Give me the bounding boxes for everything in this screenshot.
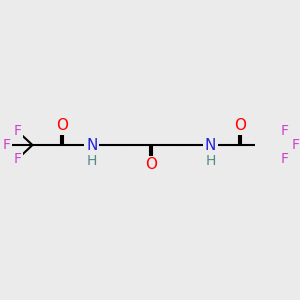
Text: N: N xyxy=(86,138,98,153)
Text: O: O xyxy=(234,118,246,133)
Text: F: F xyxy=(14,124,22,138)
Text: F: F xyxy=(3,138,11,152)
Text: H: H xyxy=(206,154,216,168)
Text: O: O xyxy=(56,118,68,133)
Text: F: F xyxy=(281,124,289,138)
Text: N: N xyxy=(205,138,216,153)
Text: F: F xyxy=(292,138,300,152)
Text: H: H xyxy=(87,154,97,168)
Text: F: F xyxy=(14,152,22,166)
Text: F: F xyxy=(281,152,289,166)
Text: O: O xyxy=(145,157,157,172)
